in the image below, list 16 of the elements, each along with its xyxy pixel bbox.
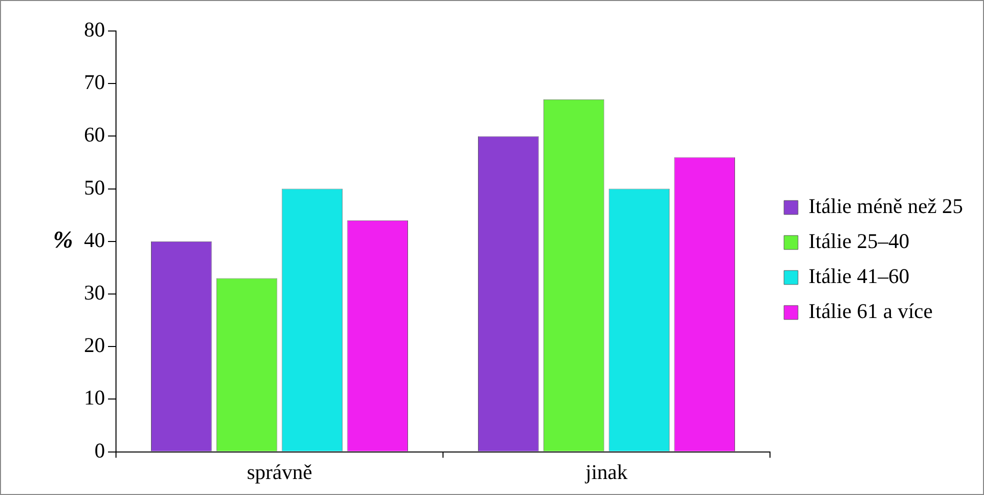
legend-label: Itálie 25–40 — [808, 229, 910, 254]
y-tick-label: 60 — [84, 122, 105, 147]
y-tick-label: 80 — [84, 18, 105, 42]
y-axis-title: % — [53, 228, 73, 254]
y-tick-label: 50 — [84, 175, 105, 200]
legend-label: Itálie 41–60 — [808, 264, 910, 288]
legend-label: Itálie méně než 25 — [808, 194, 964, 218]
y-tick-label: 70 — [84, 70, 105, 94]
x-tick-label: správně — [246, 460, 312, 484]
y-tick-label: 40 — [84, 228, 105, 252]
y-tick-label: 30 — [84, 280, 105, 305]
legend-label: Itálie 61 a více — [808, 299, 933, 324]
y-tick-label: 10 — [84, 386, 105, 410]
x-tick-label: jinak — [584, 460, 628, 484]
y-tick-label: 0 — [94, 438, 105, 462]
y-tick-label: 20 — [84, 333, 105, 358]
